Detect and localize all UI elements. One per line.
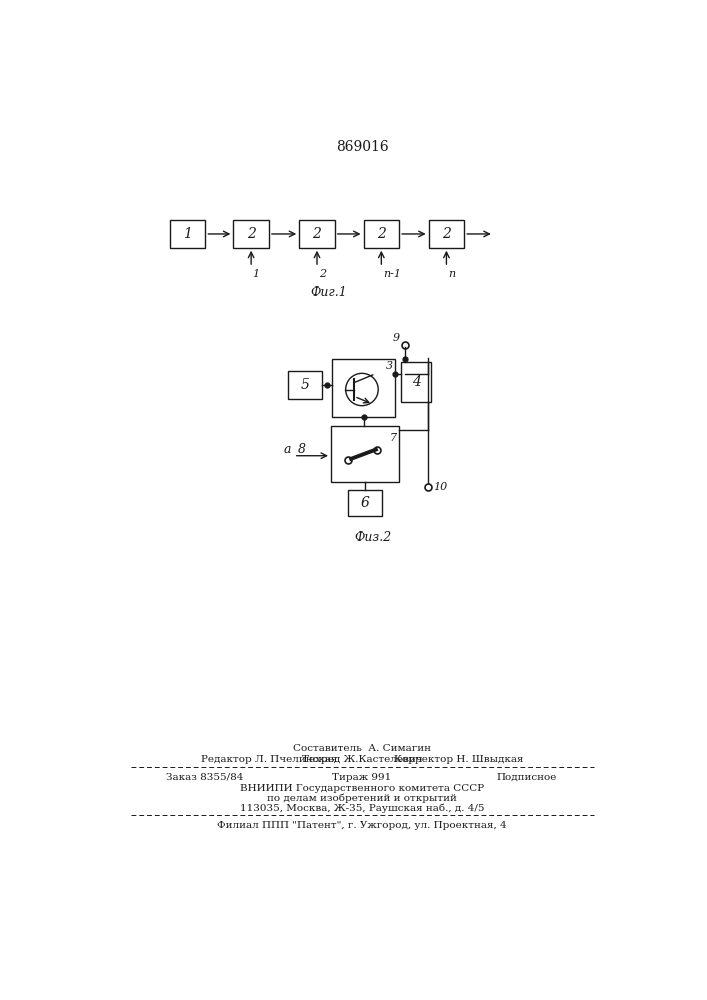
Text: ВНИИПИ Государственного комитета СССР: ВНИИПИ Государственного комитета СССР [240, 784, 484, 793]
Text: 3: 3 [385, 361, 392, 371]
Bar [348, 490, 382, 516]
Text: Тираж 991: Тираж 991 [332, 773, 392, 782]
Text: n: n [448, 269, 455, 279]
Bar [170, 220, 206, 248]
Text: Подписное: Подписное [497, 773, 557, 782]
Text: Физ.2: Физ.2 [354, 531, 392, 544]
Bar [332, 359, 395, 417]
Text: 1: 1 [183, 227, 192, 241]
Bar [299, 220, 335, 248]
Text: по делам изобретений и открытий: по делам изобретений и открытий [267, 794, 457, 803]
Text: n-1: n-1 [383, 269, 401, 279]
Text: 9: 9 [393, 333, 400, 343]
Text: Корректор Н. Швыдкая: Корректор Н. Швыдкая [395, 755, 524, 764]
Text: Техред Ж.Кастелевич: Техред Ж.Кастелевич [302, 755, 422, 764]
Text: 869016: 869016 [336, 140, 388, 154]
Text: 2: 2 [377, 227, 386, 241]
Text: Составитель  А. Симагин: Составитель А. Симагин [293, 744, 431, 753]
Text: 8: 8 [298, 443, 305, 456]
Text: 6: 6 [361, 496, 370, 510]
Text: a: a [283, 443, 291, 456]
Bar [402, 362, 431, 402]
Text: 2: 2 [247, 227, 255, 241]
Bar [233, 220, 269, 248]
Bar [288, 371, 322, 399]
Text: Заказ 8355/84: Заказ 8355/84 [166, 773, 243, 782]
Bar [363, 220, 399, 248]
Text: 1: 1 [252, 269, 259, 279]
Text: 4: 4 [411, 375, 421, 389]
Text: 5: 5 [301, 378, 310, 392]
Text: Филиал ППП "Патент", г. Ужгород, ул. Проектная, 4: Филиал ППП "Патент", г. Ужгород, ул. Про… [217, 821, 507, 830]
Text: 2: 2 [442, 227, 451, 241]
Text: 10: 10 [433, 482, 448, 492]
Bar [428, 220, 464, 248]
Text: Фиг.1: Фиг.1 [310, 286, 347, 299]
Text: 2: 2 [319, 269, 326, 279]
Text: 7: 7 [390, 433, 397, 443]
Text: 113035, Москва, Ж-35, Раушская наб., д. 4/5: 113035, Москва, Ж-35, Раушская наб., д. … [240, 804, 484, 813]
Text: Редактор Л. Пчелинская: Редактор Л. Пчелинская [201, 755, 337, 764]
Text: 2: 2 [312, 227, 322, 241]
Bar [331, 426, 399, 482]
